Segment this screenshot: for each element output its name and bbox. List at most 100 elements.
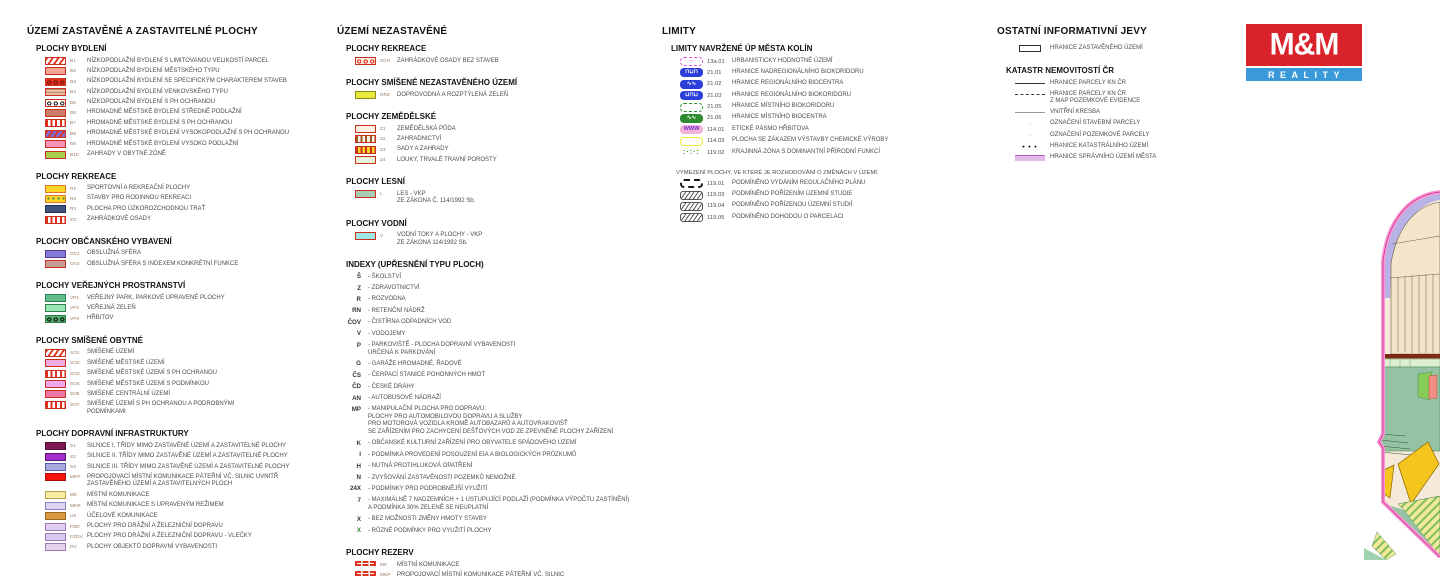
legend-item-label: HROMADNÉ MĚSTSKÉ BYDLENÍ VYSOKOPODLAŽNÍ … (87, 130, 290, 137)
legend-item-label: PODMÍNĚNO POŘÍZENÍM ÚZEMNÍ STUDIE (732, 191, 853, 198)
legend-item-label: NÍZKOPODLAŽNÍ BYDLENÍ SE SPECIFICKÝM CHA… (87, 78, 287, 85)
legend-index-item: RN - RETENČNÍ NÁDRŽ (337, 307, 662, 315)
index-code: 24X (349, 485, 361, 493)
legend-item-label: SILNICE I. TŘÍDY MIMO ZASTAVĚNÉ ÚZEMÍ A … (87, 442, 287, 449)
legend-item-label: HŘBITOV (87, 315, 114, 322)
legend-column-zastavene-uzemi: ÚZEMÍ ZASTAVĚNÉ A ZASTAVITELNÉ PLOCHY PLO… (27, 26, 337, 554)
legend-item-code: Z1 (380, 127, 386, 132)
index-label: - ZDRAVOTNICTVÍ (368, 285, 420, 292)
legend-item-code: SO7 (70, 402, 80, 408)
legend-item-label: SMÍŠENÉ MĚSTSKÉ ÚZEMÍ S PODMÍNKOU (87, 380, 210, 387)
legend-item-OV1: OV1 OBSLUŽNÁ SFÉRA (45, 249, 337, 258)
legend-item-label: PLOCHY PRO DRÁŽNÍ A ŽELEZNIČNÍ DOPRAVU -… (87, 533, 252, 540)
legend-swatch-solid (45, 67, 66, 76)
map-fragment (1280, 186, 1440, 561)
legend-item-label: PODMÍNĚNO VYDÁNÍM REGULAČNÍHO PLÁNU (732, 179, 866, 186)
legend-section: PLOCHY BYDLENÍ B1 NÍZKOPODLAŽNÍ BYDLENÍ S … (27, 44, 337, 159)
logo-mm-text: M&M (1269, 27, 1340, 62)
legend-swatch-solid (355, 190, 376, 199)
legend-column-title: OSTATNÍ INFORMATIVNÍ JEVY (997, 26, 1148, 37)
legend-swatch-solid (45, 108, 66, 117)
legend-section-title: PLOCHY SMÍŠENÉ OBYTNÉ (36, 335, 143, 345)
legend-swatch-dashseg (355, 561, 376, 567)
legend-item-L: L LES - VKP ZE ZÁKONA Č. 114/1992 Sb. (355, 190, 662, 206)
legend-item-label: NÍZKOPODLAŽNÍ BYDLENÍ VENKOVSKÉHO TYPU (87, 88, 228, 95)
index-code: MP (351, 405, 361, 413)
legend-item-SO2: SO2 SMÍŠENÉ MĚSTSKÉ ÚZEMÍ (45, 359, 337, 368)
legend-item-label: HROMADNÉ MĚSTSKÉ BYDLENÍ S PH OCHRANOU (87, 119, 233, 126)
index-code: X (356, 515, 361, 523)
legend-item-label: MÍSTNÍ KOMUNIKACE S UPRAVENÝM REŽIMEM (87, 502, 224, 509)
legend-swatch-solid (45, 452, 66, 461)
index-label: - GARÁŽE HROMADNÉ, ŘADOVÉ (368, 360, 462, 367)
legend-symbol-band (1015, 154, 1045, 163)
legend-item-label: SPORTOVNÍ A REKREAČNÍ PLOCHY (87, 185, 191, 192)
legend-swatch-solid (355, 91, 376, 99)
legend-item-code: SO2 (70, 361, 80, 367)
legend-item-code: DRZ (380, 93, 390, 98)
legend-swatch-pill-hatch (680, 201, 703, 211)
legend-item-label: VNITŘNÍ KRESBA (1050, 108, 1101, 115)
index-code: N (356, 474, 361, 482)
legend-section: PLOCHY VEŘEJNÝCH PROSTRANSTVÍ VP1 VEŘEJNÝ … (27, 281, 337, 323)
legend-item-B2: B2 NÍZKOPODLAŽNÍ BYDLENÍ MĚSTSKÉHO TYPU (45, 67, 337, 76)
index-code: 7 (357, 496, 361, 504)
legend-item-label: URBANISTICKY HODNOTNÉ ÚZEMÍ (732, 57, 833, 64)
legend-item-label: NÍZKOPODLAŽNÍ BYDLENÍ S PH OCHRANOU (87, 99, 216, 106)
legend-swatch-pill-text: :·:·: (683, 149, 700, 157)
legend-item-code: R1 (70, 186, 77, 192)
legend-item-code: UK (70, 514, 77, 520)
legend-item-SO3: SO3 SMÍŠENÉ MĚSTSKÉ ÚZEMÍ S PH OCHRANOU (45, 369, 337, 378)
index-code: ČS (352, 371, 361, 379)
legend-swatch-pill-glyph: ∿∿ (680, 113, 703, 123)
legend-section: PLOCHY LESNÍ L LES - VKP ZE ZÁKONA Č. 114/… (337, 177, 662, 206)
legend-item-114.03: 114.03 PLOCHA SE ZÁKAZEM VÝSTAVBY CHEMICK… (680, 136, 992, 146)
legend-item-code: Z3 (380, 147, 386, 153)
legend-item-B8: B8 HROMADNÉ MĚSTSKÉ BYDLENÍ VYSOKOPODLAŽN… (45, 129, 337, 138)
legend-item-code: Z2 (380, 137, 386, 143)
legend-section-title: INDEXY (UPŘESNĚNÍ TYPU PLOCH) (346, 260, 484, 270)
legend-item-label: SMÍŠENÉ MĚSTSKÉ ÚZEMÍ S PH OCHRANOU (87, 370, 218, 377)
legend-item-PZDV: PZDV PLOCHY PRO DRÁŽNÍ A ŽELEZNIČNÍ DOPRA… (45, 532, 337, 541)
legend-item-label: OZNAČENÍ POZEMKOVÉ PARCELY (1050, 131, 1150, 138)
legend-item-label: SILNICE III. TŘÍDY MIMO ZASTAVĚNÉ ÚZEMÍ … (87, 463, 290, 470)
legend-symbol-line-solid (1015, 79, 1045, 88)
legend-item-label: ZEMĚDĚLSKÁ PŮDA (397, 125, 456, 132)
legend-swatch-pill-dash-bold (680, 179, 703, 189)
legend-item-code: B3 (70, 79, 76, 85)
index-label: - AUTOBUSOVÉ NÁDRAŽÍ (368, 395, 441, 402)
legend-index-item: P - PARKOVIŠTĚ - PLOCHA DOPRAVNÍ VYBAVENO… (337, 342, 662, 358)
index-code: R (356, 295, 361, 303)
legend-item-119.04: 119.04 PODMÍNĚNO POŘÍZENOU ÚZEMNÍ STUDIÍ (680, 201, 992, 211)
legend-item-label: PLOCHA PRO ÚZKOROZCHODNOU TRAŤ (87, 205, 206, 212)
legend-item: ● ● ● HRANICE KATASTRÁLNÍHO ÚZEMÍ (1015, 142, 1247, 151)
legend-swatch-vbars (45, 119, 66, 128)
legend-item-B7: B7 HROMADNÉ MĚSTSKÉ BYDLENÍ S PH OCHRANOU (45, 119, 337, 128)
legend-item-label: ZAHRÁDKOVÉ OSADY BEZ STAVEB (397, 57, 499, 64)
index-code: ČD (352, 383, 361, 391)
legend-item-label: PROPOJOVACÍ MÍSTNÍ KOMUNIKACE PÁTEŘNÍ VČ… (397, 571, 565, 578)
legend-item-label: OBSLUŽNÁ SFÉRA S INDEXEM KONKRÉTNÍ FUNKC… (87, 260, 239, 267)
legend-swatch-solid (355, 156, 376, 165)
map-fragment-svg (1364, 190, 1440, 561)
legend-item-119.02: :·:·: 119.02 KRAJINNÁ ZÓNA S DOMINANTNÍ PŘ… (680, 148, 992, 157)
legend-item-code: S2 (70, 454, 76, 460)
legend-item-21.01: ⊓⊔⊓ 21.01 HRANICE NADREGIONÁLNÍHO BIOKORID… (680, 68, 992, 78)
index-label: - ČERPACÍ STANICE POHONNÝCH HMOT (368, 372, 486, 379)
legend-swatch-pill-dash (680, 102, 703, 112)
legend-index-item: H - NUTNÁ PROTIHLUKOVÁ OPATŘENÍ (337, 463, 662, 471)
legend-swatch-solid (355, 125, 376, 133)
legend-item-label: HRANICE NADREGIONÁLNÍHO BIOKORIDORU (732, 68, 864, 75)
legend-item-Z4: Z4 LOUKY, TRVALÉ TRAVNÍ POROSTY (355, 156, 662, 165)
index-code: V (356, 330, 361, 338)
legend-item-code: 119.04 (707, 203, 725, 210)
legend-column-ostatni-jevy: OSTATNÍ INFORMATIVNÍ JEVY HRANICE ZASTAVĚ… (997, 26, 1247, 165)
mm-reality-logo: M&M REALITY (1246, 24, 1362, 81)
legend-item-119.05: 119.05 PODMÍNĚNO DOHODOU O PARCELACI (680, 213, 992, 223)
legend-item-label: HRANICE SPRÁVNÍHO ÚZEMÍ MĚSTA (1050, 154, 1157, 161)
legend-swatch-diag (45, 57, 66, 65)
legend-item-SO1: SO1 SMÍŠENÉ ÚZEMÍ (45, 348, 337, 357)
legend-item-label: VEŘEJNÁ ZELEŇ (87, 304, 136, 311)
legend-swatch-vbars (45, 369, 66, 378)
legend-item-PZD: PZD PLOCHY PRO DRÁŽNÍ A ŽELEZNIČNÍ DOPRAV… (45, 522, 337, 531)
